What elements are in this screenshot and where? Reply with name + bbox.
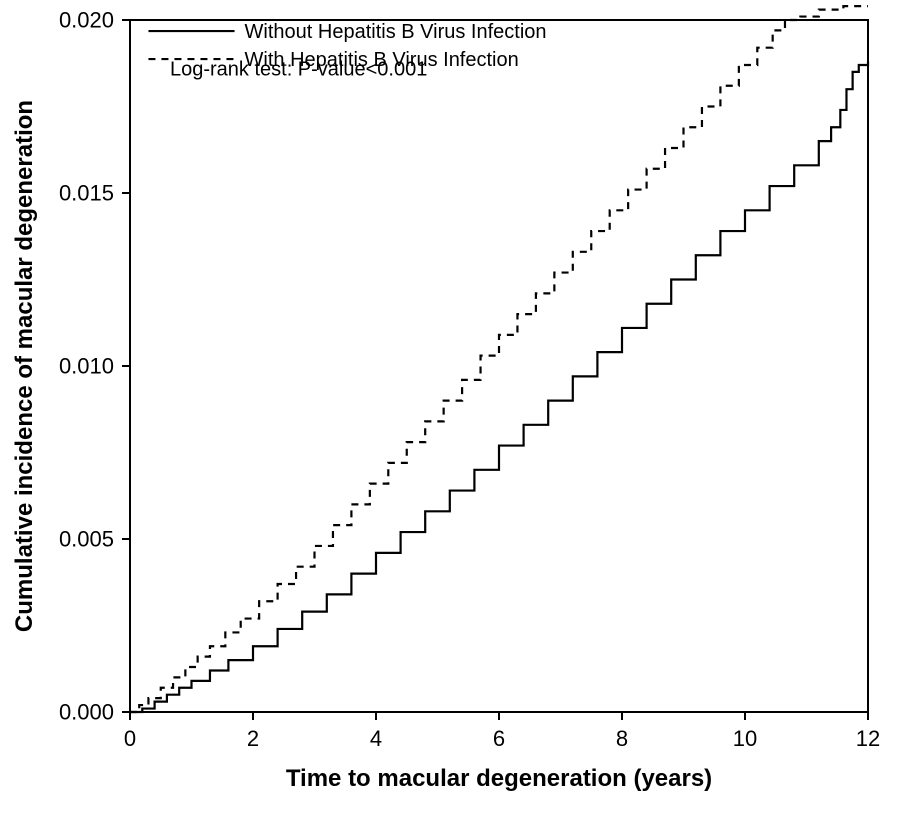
chart-container: 0 2 4 6 8 10 12 0.000 0.005 0.010 0.015 0.020 Time t… — [0, 0, 898, 816]
legend-label-without: Without Hepatitis B Virus Infection — [245, 21, 547, 43]
x-tick-label: 0 — [124, 726, 136, 751]
plot-border — [130, 20, 868, 712]
y-tick-label: 0.005 — [59, 527, 114, 552]
y-tick-label: 0.015 — [59, 181, 114, 206]
y-tick-label: 0.000 — [59, 700, 114, 725]
x-axis-label: Time to macular degeneration (years) — [286, 765, 712, 792]
x-tick-label: 6 — [493, 726, 505, 751]
series-without — [130, 62, 868, 712]
y-tick-label: 0.020 — [59, 8, 114, 33]
km-chart-svg: 0 2 4 6 8 10 12 0.000 0.005 0.010 0.015 0.020 Time t… — [0, 0, 898, 816]
x-tick-label: 4 — [370, 726, 382, 751]
series-with — [130, 6, 868, 712]
y-tick-label: 0.010 — [59, 354, 114, 379]
x-tick-label: 8 — [616, 726, 628, 751]
y-axis-label: Cumulative incidence of macular degenera… — [11, 100, 38, 632]
log-rank-annotation: Log-rank test: P-value<0.001 — [170, 58, 427, 80]
x-tick-label: 2 — [247, 726, 259, 751]
x-tick-label: 12 — [856, 726, 880, 751]
x-tick-label: 10 — [733, 726, 757, 751]
